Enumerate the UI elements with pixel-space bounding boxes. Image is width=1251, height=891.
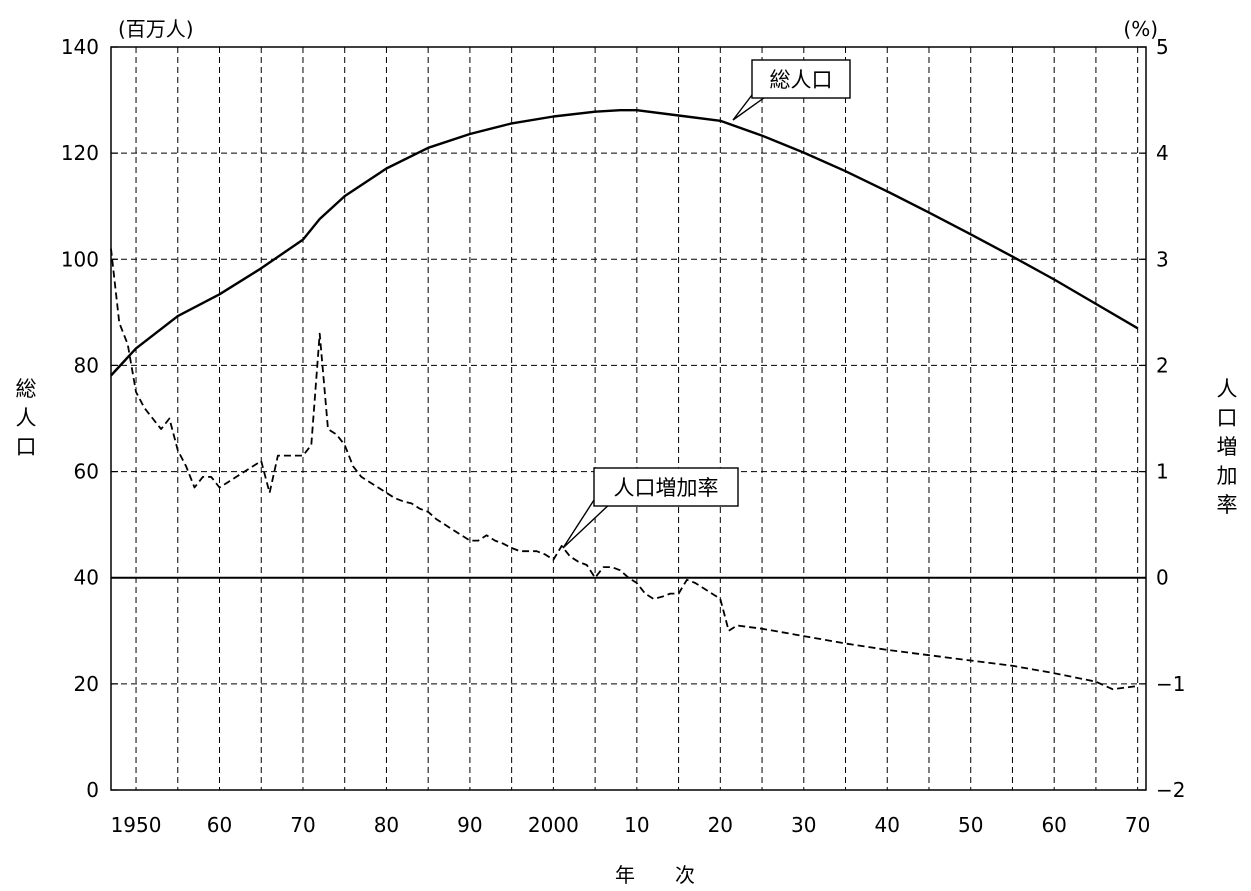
x-tick-label: 90: [457, 813, 482, 837]
axes: [110, 46, 1147, 791]
left-axis-title-char: 口: [16, 435, 37, 459]
right-tick-label: 5: [1156, 35, 1169, 59]
left-axis-unit-label: (百万人): [118, 17, 194, 41]
callout-rate-pointer: [562, 499, 616, 549]
left-tick-label: 140: [61, 35, 99, 59]
x-tick-label: 10: [624, 813, 649, 837]
right-tick-label: 1: [1156, 460, 1169, 484]
x-tick-label: 60: [207, 813, 232, 837]
callout-rate-label: 人口増加率: [614, 476, 719, 500]
x-tick-label: 2000: [528, 813, 579, 837]
left-tick-label: 0: [86, 778, 99, 802]
left-tick-label: 120: [61, 141, 99, 165]
callout-total-box: [751, 59, 851, 99]
callout-growth-rate: 人口増加率: [562, 467, 739, 549]
left-tick-label: 40: [74, 566, 99, 590]
right-tick-label: −2: [1156, 778, 1185, 802]
left-axis-title: 総人口: [16, 377, 37, 459]
right-axis-title-char: 口: [1217, 406, 1238, 430]
x-tick-label: 30: [791, 813, 816, 837]
x-tick-label: 20: [708, 813, 733, 837]
left-axis-title-char: 総: [16, 377, 37, 401]
right-axis-title-char: 加: [1217, 464, 1238, 488]
right-tick-label: 3: [1156, 247, 1169, 271]
x-tick-label: 60: [1041, 813, 1066, 837]
left-tick-label: 100: [61, 247, 99, 271]
x-tick-label: 40: [875, 813, 900, 837]
right-tick-label: −1: [1156, 672, 1185, 696]
series: [110, 108, 1139, 691]
left-tick-label: 20: [74, 672, 99, 696]
callout-rate-box: [593, 467, 739, 507]
callout-total-population: 総人口: [732, 59, 851, 121]
callout-total-pointer: [732, 94, 771, 121]
right-axis-title: 人口増加率: [1217, 377, 1238, 517]
plot-frame: [110, 46, 1147, 791]
grid: [111, 47, 1146, 790]
callout-total-label: 総人口: [770, 68, 833, 92]
x-tick-label: 1950: [111, 813, 162, 837]
labels: 0 20 40 60 80 100 120 140 −2 −1 0 1 2 3 4 5 1950 60 70 80 90…: [16, 35, 1238, 837]
x-tick-label: 70: [1125, 813, 1150, 837]
left-axis-title-char: 人: [16, 406, 37, 430]
left-tick-label: 60: [74, 460, 99, 484]
right-axis-title-char: 人: [1217, 377, 1238, 401]
x-tick-label: 50: [958, 813, 983, 837]
right-tick-label: 4: [1156, 141, 1169, 165]
right-axis-unit-label: (%): [1123, 17, 1158, 41]
right-axis-title-char: 率: [1217, 493, 1238, 517]
x-tick-label: 70: [290, 813, 315, 837]
right-axis-title-char: 増: [1217, 435, 1238, 459]
x-axis-title: 年 次: [615, 863, 695, 887]
total-population-line: [110, 108, 1139, 377]
x-tick-label: 80: [374, 813, 399, 837]
right-tick-label: 0: [1156, 566, 1169, 590]
left-tick-label: 80: [74, 353, 99, 377]
right-tick-label: 2: [1156, 353, 1169, 377]
